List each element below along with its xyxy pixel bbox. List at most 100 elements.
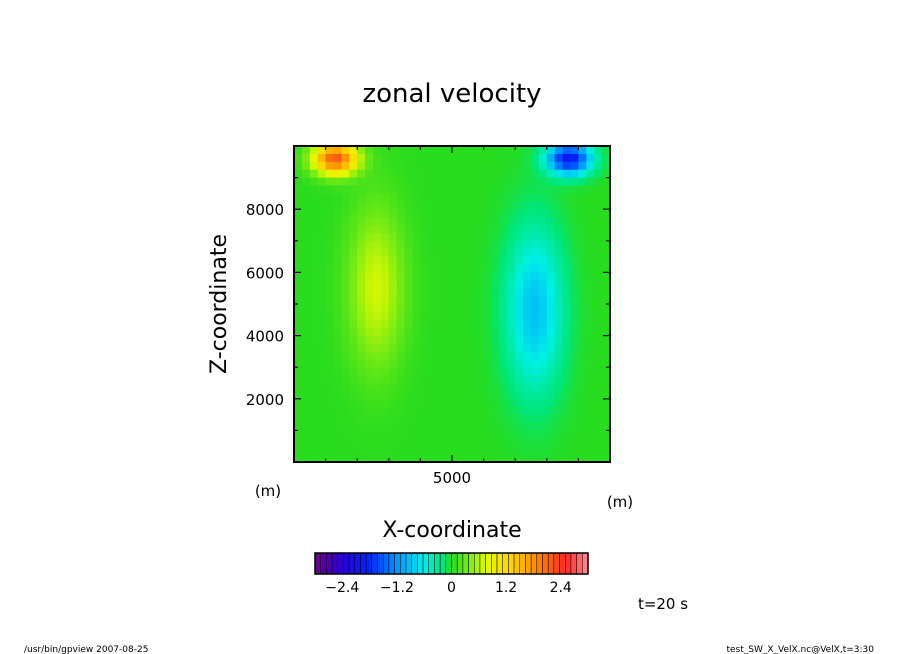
field-cell bbox=[578, 359, 587, 368]
field-cell bbox=[467, 390, 477, 400]
field-cell bbox=[459, 240, 469, 250]
field-cell bbox=[341, 264, 350, 273]
field-cell bbox=[459, 177, 469, 187]
field-cell bbox=[475, 272, 485, 281]
field-cell bbox=[483, 367, 493, 376]
field-cell bbox=[388, 264, 398, 273]
field-cell bbox=[373, 193, 382, 202]
field-cell bbox=[404, 383, 414, 392]
field-cell bbox=[491, 256, 500, 266]
field-cell bbox=[538, 414, 548, 424]
field-cell bbox=[475, 327, 485, 337]
field-cell bbox=[357, 272, 366, 281]
field-cell bbox=[412, 169, 421, 179]
field-cell bbox=[531, 446, 540, 455]
field-cell bbox=[365, 161, 374, 171]
field-cell bbox=[594, 209, 603, 218]
field-cell bbox=[578, 288, 587, 297]
field-cell bbox=[594, 177, 603, 187]
field-cell bbox=[380, 185, 390, 194]
field-cell bbox=[459, 319, 469, 329]
field-cell bbox=[380, 240, 390, 250]
field-cell bbox=[294, 367, 303, 376]
field-cell bbox=[538, 335, 548, 345]
field-cell bbox=[436, 343, 445, 352]
field-cell bbox=[294, 240, 303, 250]
field-cell bbox=[436, 319, 445, 329]
field-cell bbox=[294, 256, 303, 266]
field-cell bbox=[507, 280, 516, 289]
field-cell bbox=[578, 327, 587, 337]
field-cell bbox=[570, 232, 579, 242]
colorbar-segment bbox=[468, 552, 475, 575]
field-cell bbox=[444, 169, 453, 179]
field-cell bbox=[317, 256, 327, 266]
field-cell bbox=[523, 430, 532, 439]
field-cell bbox=[602, 414, 610, 424]
field-cell bbox=[349, 169, 358, 179]
y-tick-label: 6000 bbox=[246, 264, 284, 282]
field-cell bbox=[459, 209, 469, 218]
colorbar-frame bbox=[314, 552, 589, 575]
field-cell bbox=[586, 375, 595, 384]
field-cell bbox=[546, 422, 556, 431]
field-cell bbox=[325, 296, 335, 305]
field-cell bbox=[594, 319, 603, 329]
field-cell bbox=[341, 193, 350, 202]
field-cell bbox=[594, 454, 603, 462]
field-cell bbox=[341, 327, 350, 337]
field-cell bbox=[483, 359, 493, 368]
field-cell bbox=[325, 201, 335, 210]
field-cell bbox=[578, 193, 587, 202]
field-cell bbox=[546, 454, 556, 462]
field-cell bbox=[452, 232, 461, 242]
field-cell bbox=[586, 359, 595, 368]
field-cell bbox=[507, 430, 516, 439]
field-cell bbox=[404, 240, 414, 250]
field-cell bbox=[602, 280, 610, 289]
field-cell bbox=[309, 209, 319, 218]
field-cell bbox=[594, 390, 603, 400]
field-cell bbox=[420, 209, 429, 218]
colorbar-segment bbox=[411, 552, 418, 575]
field-cell bbox=[531, 351, 540, 360]
field-cell bbox=[467, 343, 477, 352]
field-cell bbox=[436, 304, 445, 313]
field-cell bbox=[357, 240, 366, 250]
field-cell bbox=[554, 146, 564, 155]
colorbar-segment bbox=[428, 552, 435, 575]
field-cell bbox=[594, 430, 603, 439]
field-cell bbox=[531, 201, 540, 210]
field-cell bbox=[294, 390, 303, 400]
field-cell bbox=[436, 161, 445, 171]
field-cell bbox=[515, 383, 524, 392]
field-cell bbox=[562, 280, 572, 289]
field-cell bbox=[499, 375, 508, 384]
field-cell bbox=[294, 248, 303, 258]
field-cell bbox=[459, 398, 469, 408]
field-cell bbox=[602, 398, 610, 408]
field-cell bbox=[412, 146, 421, 155]
field-cell bbox=[546, 319, 556, 329]
field-cell bbox=[602, 209, 610, 218]
field-cell bbox=[531, 248, 540, 258]
field-cell bbox=[467, 280, 477, 289]
field-cell bbox=[531, 209, 540, 218]
field-cell bbox=[428, 177, 437, 187]
field-cell bbox=[523, 311, 532, 321]
field-cell bbox=[554, 367, 564, 376]
field-cell bbox=[428, 153, 437, 163]
field-cell bbox=[507, 232, 516, 242]
colorbar-segment bbox=[479, 552, 486, 575]
field-cell bbox=[507, 367, 516, 376]
field-cell bbox=[301, 209, 311, 218]
field-cell bbox=[483, 390, 493, 400]
field-cell bbox=[428, 454, 437, 462]
field-cell bbox=[562, 422, 572, 431]
field-cell bbox=[349, 177, 358, 187]
field-cell bbox=[396, 240, 406, 250]
field-cell bbox=[515, 146, 524, 155]
field-cell bbox=[562, 153, 572, 163]
field-cell bbox=[341, 422, 350, 431]
field-cell bbox=[602, 240, 610, 250]
